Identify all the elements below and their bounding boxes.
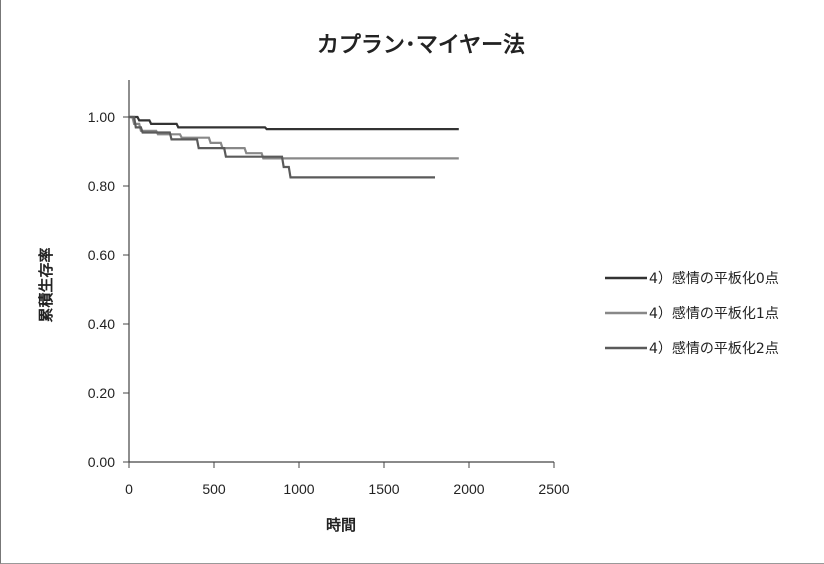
legend-label-1: 4）感情の平板化1点: [649, 305, 779, 322]
x-tick-label: 2000: [453, 481, 484, 497]
legend-label-2: 4）感情の平板化2点: [649, 340, 779, 357]
y-tick-label: 0.20: [88, 385, 115, 401]
series-line-0: [129, 115, 459, 131]
y-tick-label: 0.40: [88, 316, 115, 332]
axes: 0.00 0.20 0.40 0.60 0.80 1.00 0 500 1000 1500 2000…: [88, 80, 570, 497]
legend-label-0: 4）感情の平板化0点: [649, 270, 779, 287]
x-tick-label: 1500: [368, 481, 399, 497]
y-tick-label: 0.60: [88, 247, 115, 263]
y-tick-label: 1.00: [88, 109, 115, 125]
x-tick-label: 0: [125, 481, 133, 497]
y-axis-title: 累積生存率: [37, 247, 55, 322]
x-tick-label: 1000: [283, 481, 314, 497]
series-group: [129, 115, 459, 179]
series-line-2: [129, 115, 435, 179]
x-tick-label: 2500: [538, 481, 569, 497]
x-axis-title: 時間: [326, 516, 356, 534]
chart-title: カプラン･マイヤー法: [317, 33, 525, 58]
legend: 4）感情の平板化0点 4）感情の平板化1点 4）感情の平板化2点: [605, 270, 779, 357]
y-tick-label: 0.00: [88, 454, 115, 470]
x-tick-label: 500: [202, 481, 226, 497]
series-line-1: [129, 115, 459, 160]
y-tick-label: 0.80: [88, 178, 115, 194]
